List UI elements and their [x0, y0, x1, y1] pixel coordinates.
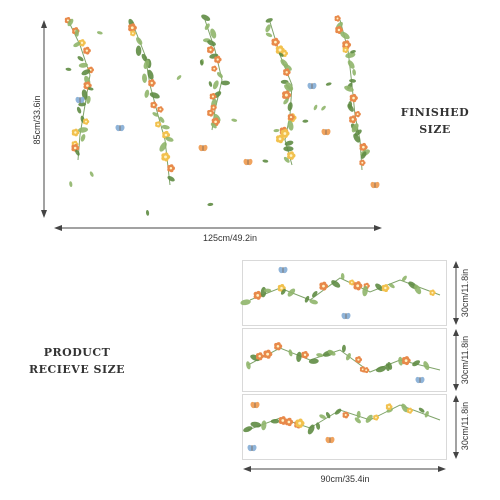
finished-title-line2: SIZE — [419, 123, 451, 136]
product-receive-size-title: PRODUCT RECIEVE SIZE — [22, 344, 132, 378]
sticker-sheet-2 — [242, 328, 447, 392]
product-width-label: 90cm/35.4in — [320, 474, 370, 484]
product-title-line1: PRODUCT — [43, 346, 111, 359]
sheet-3-height-label: 30cm/11.8in — [460, 401, 470, 451]
sticker-sheet-3 — [242, 394, 447, 460]
finished-title-line1: FINISHED — [400, 106, 470, 119]
product-title-line2: RECIEVE SIZE — [28, 363, 126, 376]
finished-width-label: 125cm/49.2in — [202, 233, 258, 243]
finished-size-title: FINISHED SIZE — [395, 104, 475, 138]
